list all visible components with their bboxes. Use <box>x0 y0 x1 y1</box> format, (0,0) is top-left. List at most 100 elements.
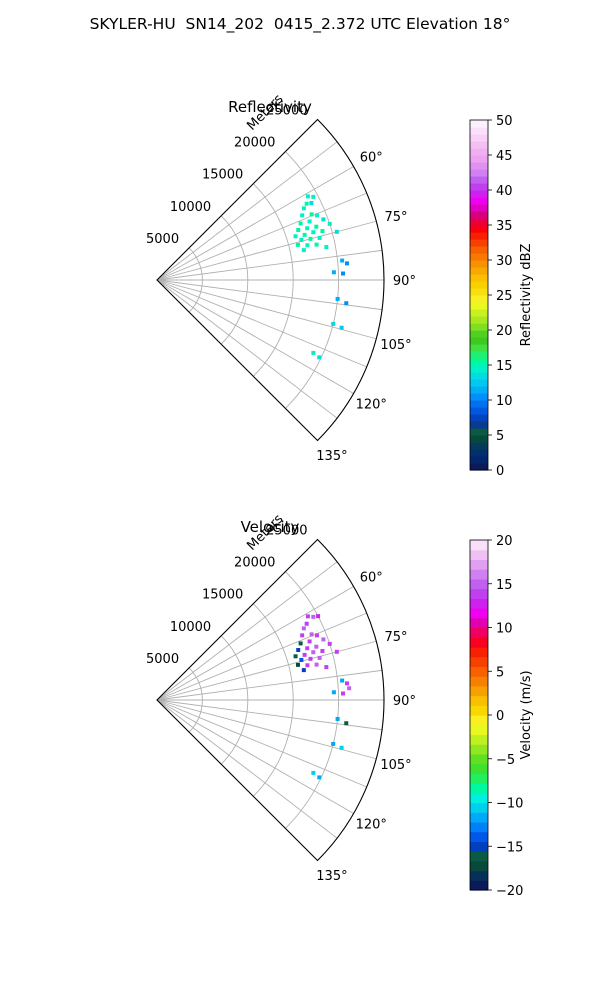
colorbar-segment <box>470 218 488 226</box>
radar-gate-point <box>314 242 319 247</box>
radar-gate-point <box>305 194 310 199</box>
colorbar-segment <box>470 127 488 135</box>
radar-gate-point <box>314 213 319 218</box>
colorbar-tick-label: 5 <box>496 665 504 680</box>
azimuth-tick-label: 75° <box>384 630 407 645</box>
colorbar-segment <box>470 421 488 429</box>
colorbar-segment <box>470 337 488 345</box>
azimuth-gridline <box>156 141 338 281</box>
radar-gate-point <box>317 775 322 780</box>
radar-gate-point <box>331 741 336 746</box>
colorbar-segment <box>470 281 488 289</box>
radar-gate-point <box>295 242 300 247</box>
radar-gate-point <box>340 678 345 683</box>
radar-gate-point <box>317 235 322 240</box>
azimuth-gridline <box>156 220 377 281</box>
radar-gate-point <box>296 647 301 652</box>
radar-gate-point <box>317 655 322 660</box>
radar-gate-point <box>309 632 314 637</box>
radar-gate-point <box>295 662 300 667</box>
radar-gate-point <box>308 236 313 241</box>
colorbar-segment <box>470 676 488 687</box>
colorbar-segment <box>470 155 488 163</box>
radar-gate-point <box>314 633 319 638</box>
radar-gate-point <box>301 668 306 673</box>
colorbar-segment <box>470 637 488 648</box>
polar-panel-reflectivity: Reflectivity500010000150002000025000Mete… <box>146 91 534 479</box>
radar-gate-point <box>311 194 316 199</box>
colorbar-segment <box>470 211 488 219</box>
colorbar-segment <box>470 316 488 324</box>
colorbar-label: Reflectivity dBZ <box>519 244 534 347</box>
colorbar-segment <box>470 141 488 149</box>
colorbar-segment <box>470 783 488 794</box>
colorbar-segment <box>470 773 488 784</box>
colorbar-segment <box>470 734 488 745</box>
colorbar-segment <box>470 176 488 184</box>
azimuth-gridline <box>156 586 354 701</box>
colorbar-segment <box>470 260 488 268</box>
radar-gate-point <box>320 649 325 654</box>
azimuth-gridline <box>156 279 354 394</box>
colorbar-segment <box>470 569 488 580</box>
colorbar-segment <box>470 239 488 247</box>
colorbar-segment <box>470 330 488 338</box>
azimuth-gridline <box>156 699 354 814</box>
colorbar-segment <box>470 393 488 401</box>
colorbar-segment <box>470 372 488 380</box>
azimuth-tick-label: 120° <box>356 818 387 833</box>
radar-gate-point <box>308 656 313 661</box>
colorbar-tick-label: −5 <box>496 753 515 768</box>
radar-gate-point <box>293 234 298 239</box>
colorbar-tick-label: 15 <box>496 578 513 593</box>
radar-gate-point <box>311 650 316 655</box>
colorbar-segment <box>470 197 488 205</box>
colorbar-segment <box>470 365 488 373</box>
azimuth-gridline <box>156 612 367 701</box>
radar-gate-point <box>307 219 312 224</box>
radar-gate-point <box>301 626 306 631</box>
polar-frame <box>156 538 385 862</box>
azimuth-gridline <box>156 699 338 839</box>
colorbar-segment <box>470 656 488 667</box>
radar-gate-point <box>298 221 303 226</box>
colorbar-segment <box>470 435 488 443</box>
colorbar-segment <box>470 870 488 881</box>
radar-gate-point <box>335 296 340 301</box>
radar-gate-point <box>304 201 309 206</box>
azimuth-gridline <box>156 699 367 788</box>
azimuth-gridline <box>156 166 354 281</box>
range-tick-label: 15000 <box>202 168 243 183</box>
colorbar-tick-label: 45 <box>496 149 513 164</box>
radar-gate-point <box>305 663 310 668</box>
colorbar-segment <box>470 295 488 303</box>
azimuth-tick-label: 90° <box>393 274 416 289</box>
radar-gate-point <box>341 271 346 276</box>
colorbar-segment <box>470 190 488 198</box>
radar-gate-point <box>339 745 344 750</box>
colorbar-segment <box>470 414 488 422</box>
colorbar-segment <box>470 753 488 765</box>
colorbar-tick-label: 10 <box>496 394 513 409</box>
radar-gate-point <box>317 355 322 360</box>
colorbar-segment <box>470 627 488 638</box>
radar-gate-point <box>314 644 319 649</box>
azimuth-tick-label: 135° <box>316 869 347 884</box>
polar-panel-velocity: Velocity500010000150002000025000Meters60… <box>146 511 534 899</box>
azimuth-gridline <box>156 699 383 731</box>
radar-gate-point <box>340 258 345 263</box>
colorbar-tick-label: 30 <box>496 254 513 269</box>
colorbar-tick-label: 0 <box>496 709 504 724</box>
colorbar-segment <box>470 253 488 261</box>
colorbar-segment <box>470 246 488 254</box>
azimuth-gridline <box>156 279 383 311</box>
radar-gate-point <box>324 245 329 250</box>
colorbar-segment <box>470 821 488 833</box>
colorbar-segment <box>470 851 488 862</box>
radar-gate-point <box>302 652 307 657</box>
colorbar-segment <box>470 463 488 471</box>
radar-gate-point <box>311 350 316 355</box>
colorbar-segment <box>470 559 488 570</box>
radar-gate-point <box>314 662 319 667</box>
